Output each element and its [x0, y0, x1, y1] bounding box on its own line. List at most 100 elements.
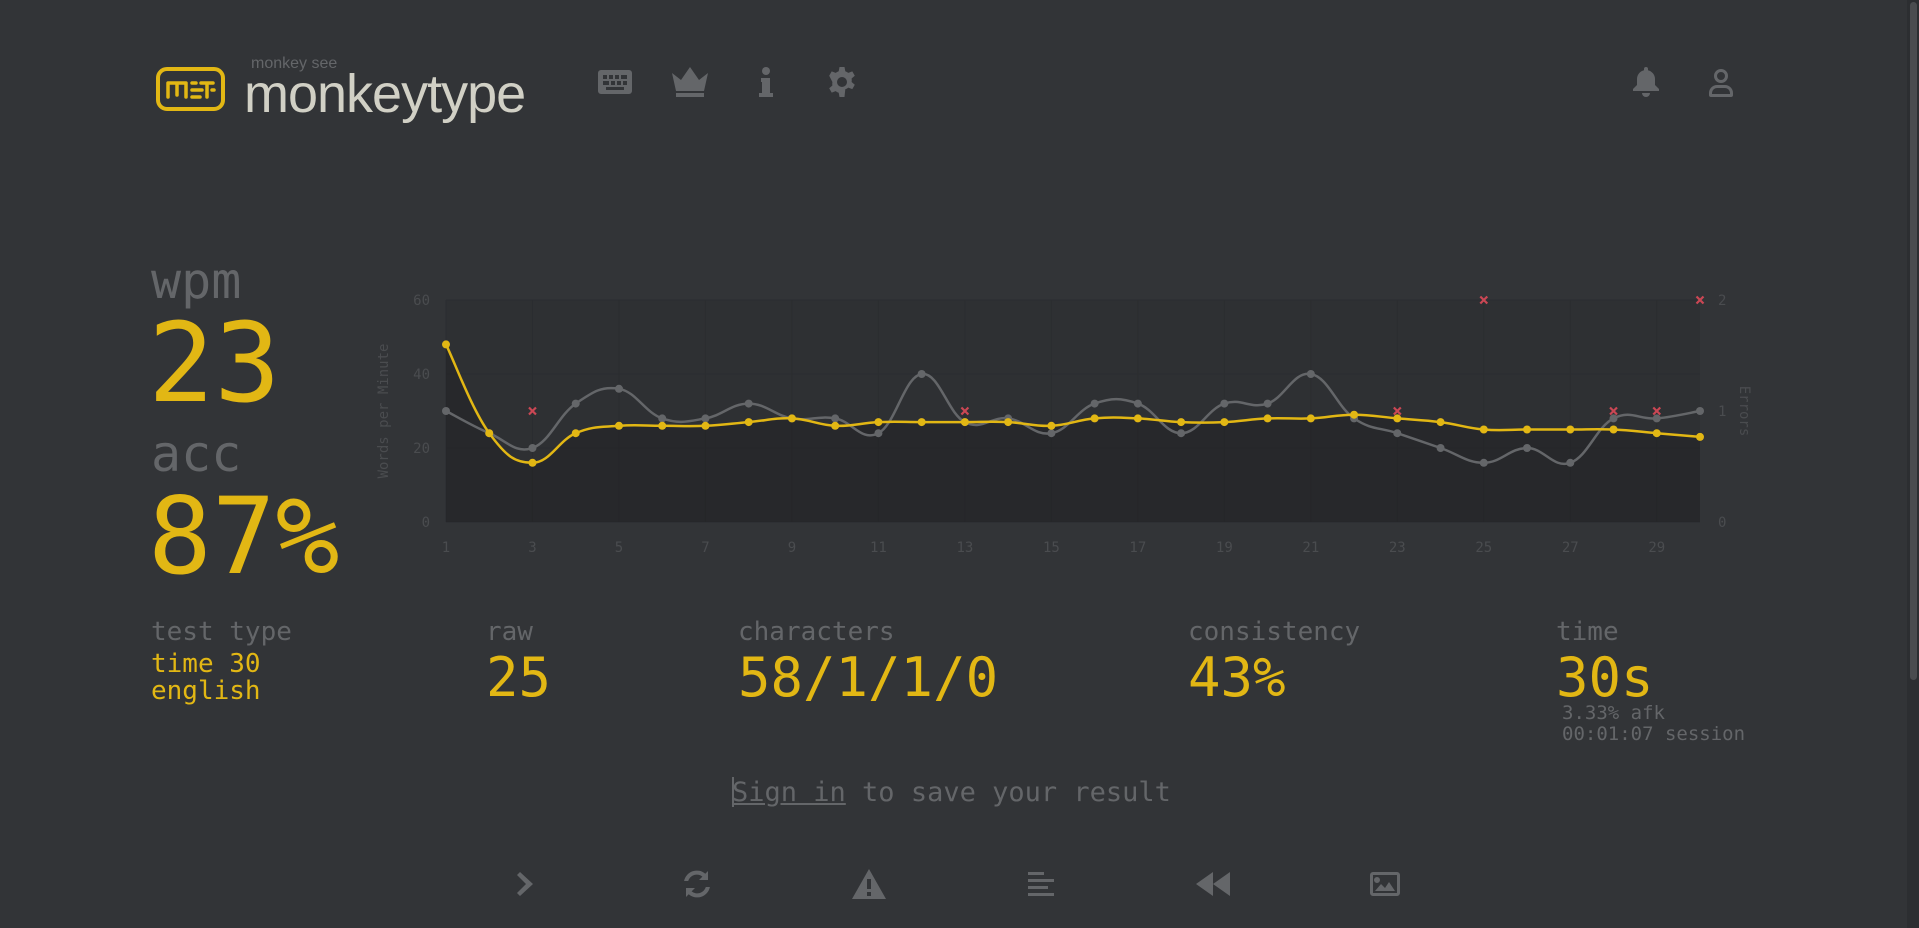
chart-x-tick-label: 23	[1389, 540, 1406, 556]
chart-raw-point	[571, 399, 580, 408]
gear-icon[interactable]	[822, 62, 862, 102]
info-icon[interactable]	[746, 62, 786, 102]
chart-error-marker	[960, 406, 970, 416]
chart-x-tick-label: 15	[1043, 540, 1060, 556]
characters-label: characters	[738, 617, 895, 647]
page-scrollbar[interactable]	[1907, 0, 1919, 928]
chart-wpm-point	[1393, 414, 1402, 423]
sign-in-link[interactable]: Sign in	[732, 777, 846, 808]
next-test-button[interactable]	[500, 866, 550, 902]
chart-raw-point	[1523, 444, 1532, 452]
chart-wpm-point	[1220, 418, 1229, 427]
test-type-stat: test type time 30 english	[151, 617, 292, 705]
chart-wpm-point	[1133, 414, 1142, 423]
bell-icon[interactable]	[1626, 62, 1666, 102]
chart-x-tick-label: 25	[1475, 540, 1492, 556]
chart-raw-point	[1220, 399, 1229, 408]
chart-wpm-point	[744, 418, 753, 427]
chart-y2-tick-label: 1	[1718, 404, 1726, 420]
chart-x-tick-label: 7	[701, 540, 709, 556]
chart-raw-point	[1479, 458, 1488, 467]
words-history-icon	[1028, 872, 1054, 896]
chart-x-tick-label: 1	[442, 540, 450, 556]
chart-error-marker	[1609, 406, 1618, 416]
chart-raw-point	[1696, 407, 1704, 415]
characters-value: 58/1/1/0	[738, 646, 999, 709]
screenshot-button[interactable]	[1360, 866, 1410, 902]
wpm-value: 23	[148, 299, 281, 427]
text-caret	[732, 777, 734, 807]
monkeytype-logo-icon	[156, 67, 225, 111]
chart-raw-point	[831, 414, 840, 423]
consistency-value: 43%	[1188, 646, 1286, 709]
consistency-stat: consistency 43%	[1188, 617, 1360, 709]
raw-label: raw	[486, 617, 533, 647]
chart-wpm-point	[1047, 421, 1056, 430]
chart-y2-tick-label: 2	[1718, 293, 1726, 309]
chart-raw-point	[744, 399, 753, 408]
chart-plot-area	[446, 300, 1700, 522]
characters-stat: characters 58/1/1/0	[738, 617, 998, 709]
chart-raw-point	[1047, 429, 1056, 438]
chart-raw-point	[1566, 458, 1575, 467]
chart-x-tick-label: 3	[528, 540, 536, 556]
time-label: time	[1556, 617, 1619, 647]
chart-raw-point	[701, 414, 710, 423]
acc-value: 87%	[148, 475, 340, 598]
chart-wpm-point	[1090, 414, 1099, 423]
report-button[interactable]	[844, 866, 894, 902]
chart-raw-point	[442, 407, 450, 415]
chart-raw-point	[658, 414, 667, 423]
replay-button[interactable]	[1188, 866, 1238, 902]
chart-wpm-point	[1479, 425, 1488, 434]
chart-x-tick-label: 21	[1302, 540, 1319, 556]
keyboard-icon[interactable]	[595, 62, 635, 102]
chart-wpm-area	[446, 344, 1700, 522]
chart-y-tick-label: 60	[413, 293, 430, 309]
chart-y-axis-label: Words per Minute	[376, 344, 392, 479]
scrollbar-thumb[interactable]	[1910, 2, 1917, 680]
restart-icon	[684, 870, 710, 898]
words-history-button[interactable]	[1016, 866, 1066, 902]
chart-wpm-point	[571, 429, 580, 438]
chart-wpm-point	[1350, 410, 1359, 419]
raw-value: 25	[486, 646, 552, 709]
chart-wpm-point	[917, 418, 926, 427]
chart-wpm-point	[1566, 425, 1575, 434]
chart-raw-point	[917, 370, 926, 378]
chart-wpm-point	[1609, 425, 1618, 434]
screenshot-icon	[1370, 872, 1400, 896]
chart-wpm-point	[701, 421, 710, 430]
chart-y-tick-label: 40	[413, 367, 430, 383]
session-time: 00:01:07 session	[1562, 723, 1746, 745]
chart-wpm-point	[528, 458, 537, 467]
sign-in-prompt: Sign in to save your result	[732, 777, 1171, 808]
test-type-mode: time 30	[151, 649, 261, 679]
restart-test-button[interactable]	[672, 866, 722, 902]
chart-wpm-point	[1263, 414, 1272, 423]
wpm-label: wpm	[151, 252, 242, 310]
report-icon	[852, 869, 886, 899]
replay-icon	[1196, 872, 1230, 896]
chart-y2-axis-label: Errors	[1736, 386, 1752, 437]
chart-raw-point	[1393, 429, 1402, 438]
logo-title: monkeytype	[244, 64, 526, 124]
time-stat: time 30s 3.33% afk 00:01:07 session	[1556, 617, 1745, 745]
chart-wpm-point	[787, 414, 796, 423]
user-icon[interactable]	[1701, 62, 1741, 102]
chart-raw-point	[528, 444, 537, 452]
chart-raw-point	[1436, 444, 1445, 452]
chart-error-marker	[528, 406, 537, 416]
chart-raw-point	[1177, 429, 1186, 438]
chart-wpm-point	[874, 418, 883, 427]
chart-wpm-point	[485, 429, 494, 438]
chart-y-tick-label: 0	[422, 515, 430, 531]
chart-wpm-point	[1004, 418, 1013, 427]
chart-error-marker	[1652, 406, 1662, 416]
crown-icon[interactable]	[670, 62, 710, 102]
chart-error-marker	[1479, 295, 1489, 305]
chart-wpm-point	[1523, 425, 1532, 434]
chart-error-marker	[1695, 295, 1705, 305]
chart-wpm-point	[831, 421, 840, 430]
